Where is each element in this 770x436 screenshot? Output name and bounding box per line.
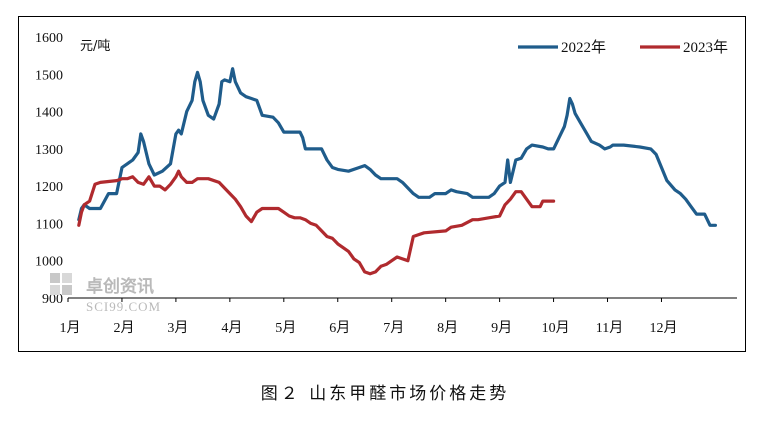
x-tick-label: 4月 — [221, 320, 242, 336]
watermark-en: SCI99.COM — [86, 299, 161, 314]
legend: 2022年 2023年 — [518, 39, 728, 56]
x-tick-label: 1月 — [60, 320, 81, 336]
watermark-cn: 卓创资讯 — [86, 276, 154, 297]
x-tick-label: 5月 — [275, 320, 296, 336]
y-axis-unit: 元/吨 — [80, 39, 110, 54]
watermark: 卓创资讯 SCI99.COM — [50, 273, 161, 314]
axes: 900 1000 1100 1200 1300 1400 1500 1600 1月 2月 3月 4月 5… — [35, 31, 737, 336]
y-tick-label: 1100 — [36, 217, 63, 232]
series — [77, 67, 717, 276]
series-line-1 — [77, 169, 556, 276]
x-tick-label: 8月 — [437, 320, 458, 336]
y-tick-label: 1600 — [35, 31, 63, 46]
series-line-0 — [77, 67, 717, 227]
y-tick-label: 1000 — [35, 255, 63, 270]
x-tick-label: 6月 — [329, 320, 350, 336]
y-tick-label: 900 — [42, 292, 63, 307]
watermark-logo-block-2 — [62, 273, 72, 283]
x-tick-label: 10月 — [542, 320, 570, 336]
x-tick-label: 12月 — [649, 320, 677, 336]
y-tick-label: 1200 — [35, 180, 63, 195]
watermark-logo-block-4 — [62, 285, 72, 295]
x-tick-label: 3月 — [167, 320, 188, 336]
y-tick-label: 1400 — [35, 106, 63, 121]
watermark-logo-block-3 — [50, 285, 60, 295]
figure-caption: 图２ 山东甲醛市场价格走势 — [260, 384, 510, 404]
watermark-logo-block-1 — [50, 273, 60, 283]
x-tick-label: 11月 — [596, 320, 623, 336]
y-tick-label: 1500 — [35, 68, 63, 83]
y-tick-label: 1300 — [35, 143, 63, 158]
legend-label-1: 2023年 — [683, 39, 728, 56]
legend-label-0: 2022年 — [561, 39, 606, 56]
x-tick-label: 9月 — [491, 320, 512, 336]
x-tick-label: 2月 — [113, 320, 134, 336]
x-tick-label: 7月 — [383, 320, 404, 336]
